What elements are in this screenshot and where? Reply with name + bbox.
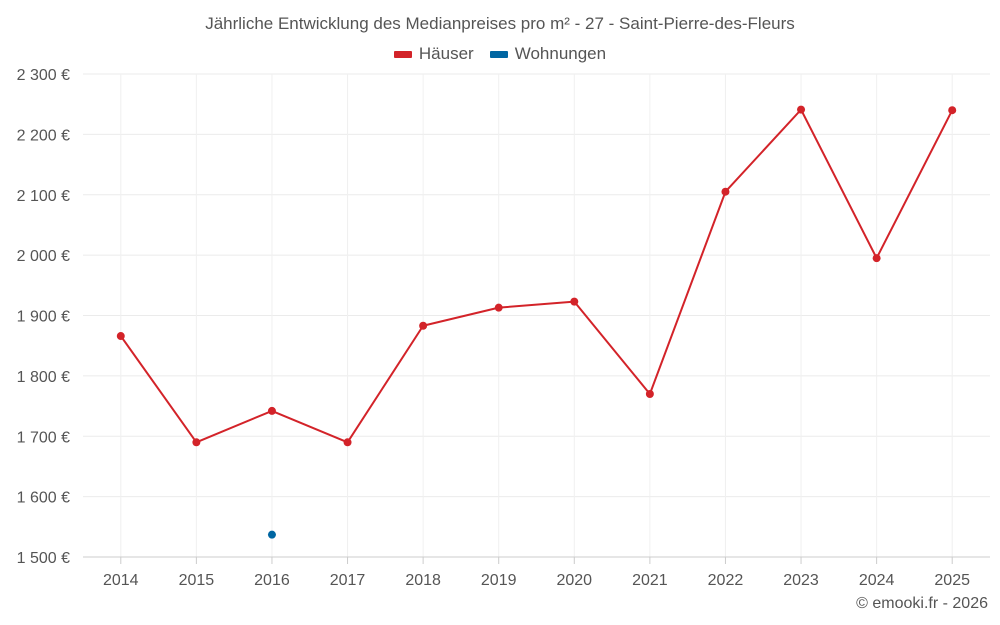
data-point[interactable] [116,332,125,341]
series-line [119,108,954,444]
y-tick-label: 2 200 € [17,127,70,144]
y-tick-label: 2 000 € [17,248,70,265]
data-point[interactable] [267,530,276,539]
data-point[interactable] [267,406,276,415]
data-point[interactable] [948,106,957,115]
data-point[interactable] [872,254,881,263]
legend-swatch-apartments [489,50,508,58]
x-tick-label: 2022 [708,572,744,589]
legend-label-houses: Häuser [418,44,474,63]
series-1 [267,530,276,539]
y-tick-label: 1 600 € [17,490,70,507]
y-tick-label: 2 100 € [17,188,70,205]
x-tick-label: 2017 [330,572,366,589]
series [116,105,957,539]
y-tick-label: 1 700 € [17,429,70,446]
data-point[interactable] [419,321,428,330]
legend-item-houses[interactable]: Häuser [393,44,474,64]
x-tick-label: 2025 [934,572,970,589]
legend-swatch-houses [393,50,412,58]
chart-title: Jährliche Entwicklung des Medianpreises … [205,14,795,33]
data-point[interactable] [797,105,806,114]
y-tick-label: 2 300 € [17,67,70,84]
x-tick-label: 2023 [783,572,819,589]
credit-text: © emooki.fr - 2026 [856,595,988,612]
data-point[interactable] [343,438,352,447]
data-point[interactable] [645,389,654,398]
data-point[interactable] [494,303,503,312]
y-tick-label: 1 500 € [17,550,70,567]
y-tick-label: 1 900 € [17,309,70,326]
x-tick-label: 2024 [859,572,895,589]
axes: 1 500 € 1 600 € 1 700 € 1 800 € 1 900 € 2 000… [17,67,990,589]
series-0 [116,105,957,447]
legend: Häuser Wohnungen [0,44,1000,64]
legend-label-apartments: Wohnungen [514,44,607,63]
x-tick-label: 2020 [556,572,592,589]
x-tick-label: 2019 [481,572,517,589]
x-tick-label: 2016 [254,572,290,589]
x-tick-label: 2015 [179,572,215,589]
x-tick-label: 2014 [103,572,139,589]
data-point[interactable] [192,438,201,447]
x-tick-label: 2021 [632,572,668,589]
data-point[interactable] [721,187,730,196]
x-tick-label: 2018 [405,572,441,589]
y-tick-label: 1 800 € [17,369,70,386]
legend-item-apartments[interactable]: Wohnungen [489,44,607,64]
data-point[interactable] [570,297,579,306]
grid [83,73,990,558]
